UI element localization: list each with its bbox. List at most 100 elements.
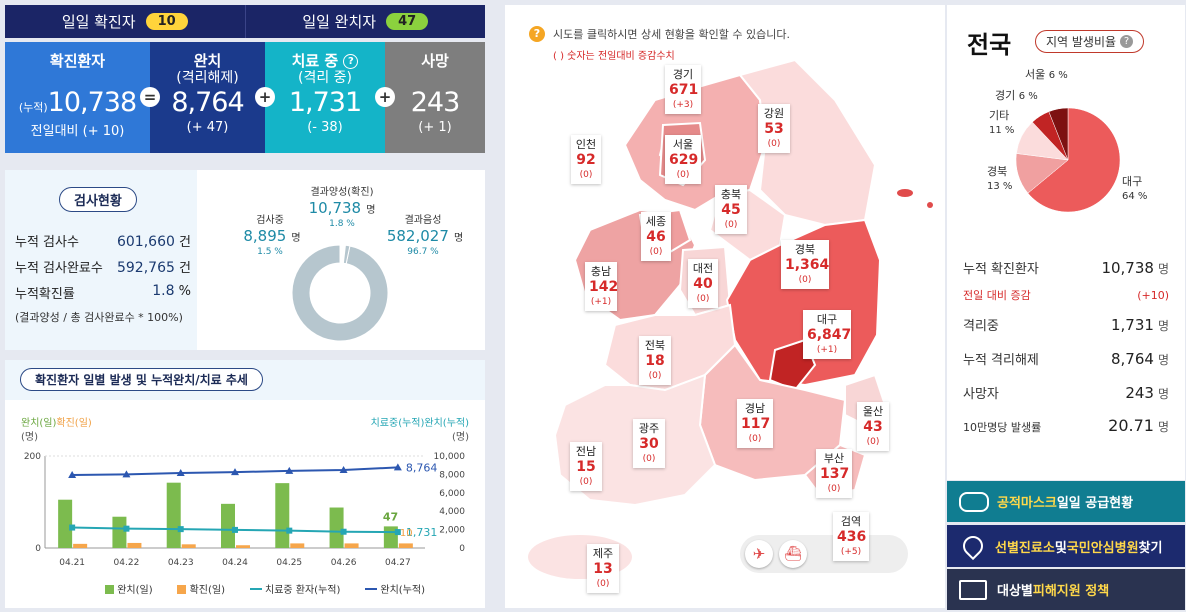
point-released-cumulative	[231, 468, 239, 476]
left-tick-label: 200	[24, 452, 41, 462]
region-card-jeonbuk[interactable]: 전북 18 (0)	[639, 336, 671, 385]
region-card-gyeongnam[interactable]: 경남 117 (0)	[737, 399, 773, 448]
end-label-treating: 1,731	[406, 526, 438, 539]
legend-item: 확진(일)	[177, 581, 225, 596]
region-card-name: 강원	[763, 107, 785, 120]
plus-operator-2: +	[375, 87, 395, 107]
region-card-name: 전북	[644, 339, 666, 352]
point-treating-cumulative	[177, 526, 184, 533]
region-card-delta: (0)	[696, 294, 710, 304]
test-row-label: 누적확진률	[15, 287, 75, 302]
national-row-value: 10,738	[1101, 259, 1154, 277]
location-pin-icon	[958, 531, 988, 561]
x-tick-label: 04.22	[114, 558, 140, 568]
region-card-seoul[interactable]: 서울 629 (0)	[665, 135, 701, 184]
mask-button-highlight: 공적마스크	[997, 496, 1057, 511]
region-card-sejong[interactable]: 세종 46 (0)	[641, 212, 671, 261]
region-ratio-button[interactable]: 지역 발생비율 ?	[1035, 30, 1145, 53]
point-released-cumulative	[339, 466, 348, 474]
national-row-unit: 명	[1157, 420, 1169, 434]
region-card-name: 부산	[823, 452, 845, 465]
test-row-value: 592,765	[116, 260, 175, 276]
map-help-text: 시도를 클릭하시면 상세 현황을 확인할 수 있습니다.	[553, 28, 790, 41]
region-card-delta: (0)	[596, 579, 610, 589]
daily-released: 일일 완치자 47	[244, 5, 486, 38]
map-note: ( ) 숫자는 전일대비 증감수치	[553, 51, 675, 62]
stat-released: 완치 (격리해제) 8,764 (+ 47)	[150, 42, 265, 153]
region-card-gwangju[interactable]: 광주 30 (0)	[633, 419, 665, 468]
stat-confirmed-value: 10,738	[47, 87, 137, 118]
help-icon[interactable]: ?	[343, 54, 359, 69]
support-policy-button[interactable]: 대상별 피해지원 정책	[947, 569, 1185, 610]
map-panel: ? 시도를 클릭하시면 상세 현황을 확인할 수 있습니다. ( ) 숫자는 전…	[505, 5, 945, 608]
region-card-jeju[interactable]: 제주 13 (0)	[587, 544, 619, 593]
bar-released-daily	[221, 503, 235, 548]
region-card-busan[interactable]: 부산 137 (0)	[816, 449, 852, 498]
region-card-chungbuk[interactable]: 충북 45 (0)	[715, 185, 747, 234]
mask-supply-button[interactable]: 공적마스크 일일 공급현황	[947, 481, 1185, 522]
donut-testing-label: 검사중	[256, 215, 284, 226]
region-card-quarantine[interactable]: 검역 436 (+5)	[833, 512, 869, 561]
region-card-chungnam[interactable]: 충남 142 (+1)	[585, 262, 619, 311]
x-tick-label: 04.26	[331, 558, 357, 568]
stat-treating-sub: (격리 중)	[297, 70, 352, 86]
region-card-count: 15	[576, 459, 596, 475]
national-row-value: 1,731	[1111, 316, 1154, 334]
donut-positive-value: 10,738	[308, 199, 362, 217]
folder-icon	[959, 579, 987, 600]
legend-swatch	[177, 585, 187, 594]
korea-map[interactable]	[505, 5, 945, 608]
airplane-icon[interactable]: ✈	[745, 540, 773, 568]
region-card-count: 46	[646, 229, 666, 245]
region-card-count: 53	[764, 121, 784, 137]
help-icon[interactable]: ?	[1120, 35, 1134, 48]
region-card-count: 18	[645, 353, 665, 369]
region-card-name: 광주	[638, 422, 660, 435]
left-tick-label: 0	[35, 544, 41, 554]
national-row-label: 누적 격리해제	[963, 353, 1039, 368]
region-card-count: 30	[639, 436, 659, 452]
ship-icon[interactable]: ⛴	[779, 540, 807, 568]
region-card-ulsan[interactable]: 울산 43 (0)	[857, 402, 889, 451]
region-card-name: 대전	[692, 262, 714, 275]
region-card-daejeon[interactable]: 대전 40 (0)	[688, 259, 718, 308]
region-card-count: 142	[589, 279, 619, 295]
donut-positive-label: 결과양성(확진)	[310, 187, 374, 198]
region-card-delta: (0)	[866, 437, 880, 447]
national-row-deaths: 사망자 243 명	[963, 383, 1169, 402]
bar-confirmed-daily	[344, 543, 359, 548]
donut-positive-pct: 1.8 %	[329, 219, 355, 229]
x-tick-label: 04.23	[168, 558, 194, 568]
legend-item: 완치(일)	[105, 581, 153, 596]
national-row-value: 8,764	[1111, 350, 1154, 368]
region-card-delta: (0)	[827, 484, 841, 494]
region-card-incheon[interactable]: 인천 92 (0)	[571, 135, 601, 184]
national-row-unit: 명	[1157, 262, 1169, 276]
pie-label-pct: 64 %	[1122, 191, 1148, 202]
region-card-gangwon[interactable]: 강원 53 (0)	[758, 104, 790, 153]
bar-confirmed-daily	[127, 542, 142, 548]
right-tick-label: 2,000	[439, 526, 465, 536]
region-card-count: 45	[721, 202, 741, 218]
region-card-delta: (0)	[748, 434, 762, 444]
clinic-finder-button[interactable]: 선별진료소 및 국민안심병원 찾기	[947, 525, 1185, 567]
right-axis-label: 치료중(누적)완치(누적)	[370, 418, 469, 429]
region-card-jeonnam[interactable]: 전남 15 (0)	[570, 442, 602, 491]
region-card-gyeongbuk[interactable]: 경북 1,364 (0)	[781, 240, 829, 289]
point-released-cumulative	[68, 470, 77, 478]
support-button-highlight: 피해지원 정책	[1032, 584, 1110, 599]
region-card-delta: (0)	[649, 247, 663, 257]
region-card-delta: (0)	[642, 454, 656, 464]
pie-label-pct: 13 %	[987, 181, 1013, 192]
national-row-isolated: 격리중 1,731 명	[963, 315, 1169, 334]
bar-released-daily	[275, 483, 290, 548]
region-card-gyeonggi[interactable]: 경기 671 (+3)	[665, 65, 701, 114]
end-label-released-daily: 47	[383, 510, 398, 523]
pie-slice-seoul	[1048, 107, 1069, 161]
region-card-name: 서울	[672, 138, 694, 151]
bar-confirmed-daily	[290, 543, 305, 548]
region-card-delta: (+1)	[816, 345, 838, 355]
region-card-name: 인천	[575, 138, 597, 151]
national-panel: 전국 지역 발생비율 ? 대구 64 % 경북 13 % 기타 11 % 경기 6 %…	[947, 5, 1185, 480]
region-card-daegu[interactable]: 대구 6,847 (+1)	[803, 310, 851, 359]
